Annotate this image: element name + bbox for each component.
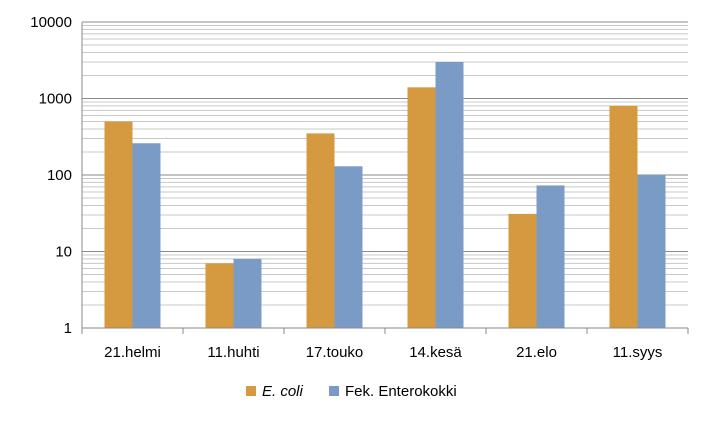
bar-enterokokki-3	[435, 62, 464, 329]
y-tick-label: 10	[55, 244, 72, 261]
y-tick-label: 100	[47, 167, 72, 184]
x-tick-label: 11.syys	[613, 344, 663, 361]
legend: E. coli Fek. Enterokokki	[246, 383, 457, 400]
bar-e-coli-5	[609, 105, 638, 329]
y-tick-label: 10000	[30, 14, 72, 31]
bars	[104, 62, 666, 329]
legend-swatch	[329, 386, 339, 396]
x-tick-label: 11.huhti	[207, 344, 259, 361]
y-tick-label: 1000	[39, 91, 72, 108]
bar-e-coli-2	[306, 133, 335, 328]
bar-enterokokki-2	[334, 166, 363, 328]
x-tick-label: 17.touko	[306, 344, 364, 361]
legend-label: Fek. Enterokokki	[345, 383, 457, 400]
bar-enterokokki-1	[233, 258, 262, 328]
x-tick-label: 21.helmi	[104, 344, 161, 361]
bar-e-coli-3	[407, 87, 436, 329]
bar-enterokokki-4	[536, 185, 565, 328]
bar-e-coli-1	[205, 263, 234, 328]
x-tick-label: 21.elo	[516, 344, 557, 361]
x-tick-labels: 21.helmi 11.huhti 17.touko 14.kesä 21.elo 11.…	[104, 344, 662, 361]
bar-e-coli-0	[104, 121, 133, 328]
legend-swatch	[246, 386, 256, 396]
y-tick-label: 1	[64, 320, 72, 337]
bar-enterokokki-0	[132, 143, 161, 328]
bar-e-coli-4	[508, 213, 537, 328]
x-tick-label: 14.kesä	[409, 344, 462, 361]
gridlines	[82, 21, 688, 329]
y-tick-labels: 1 10 100 1000 10000	[30, 14, 72, 337]
axes	[81, 22, 689, 334]
bar-enterokokki-5	[637, 175, 666, 328]
legend-label: E. coli	[262, 383, 304, 400]
